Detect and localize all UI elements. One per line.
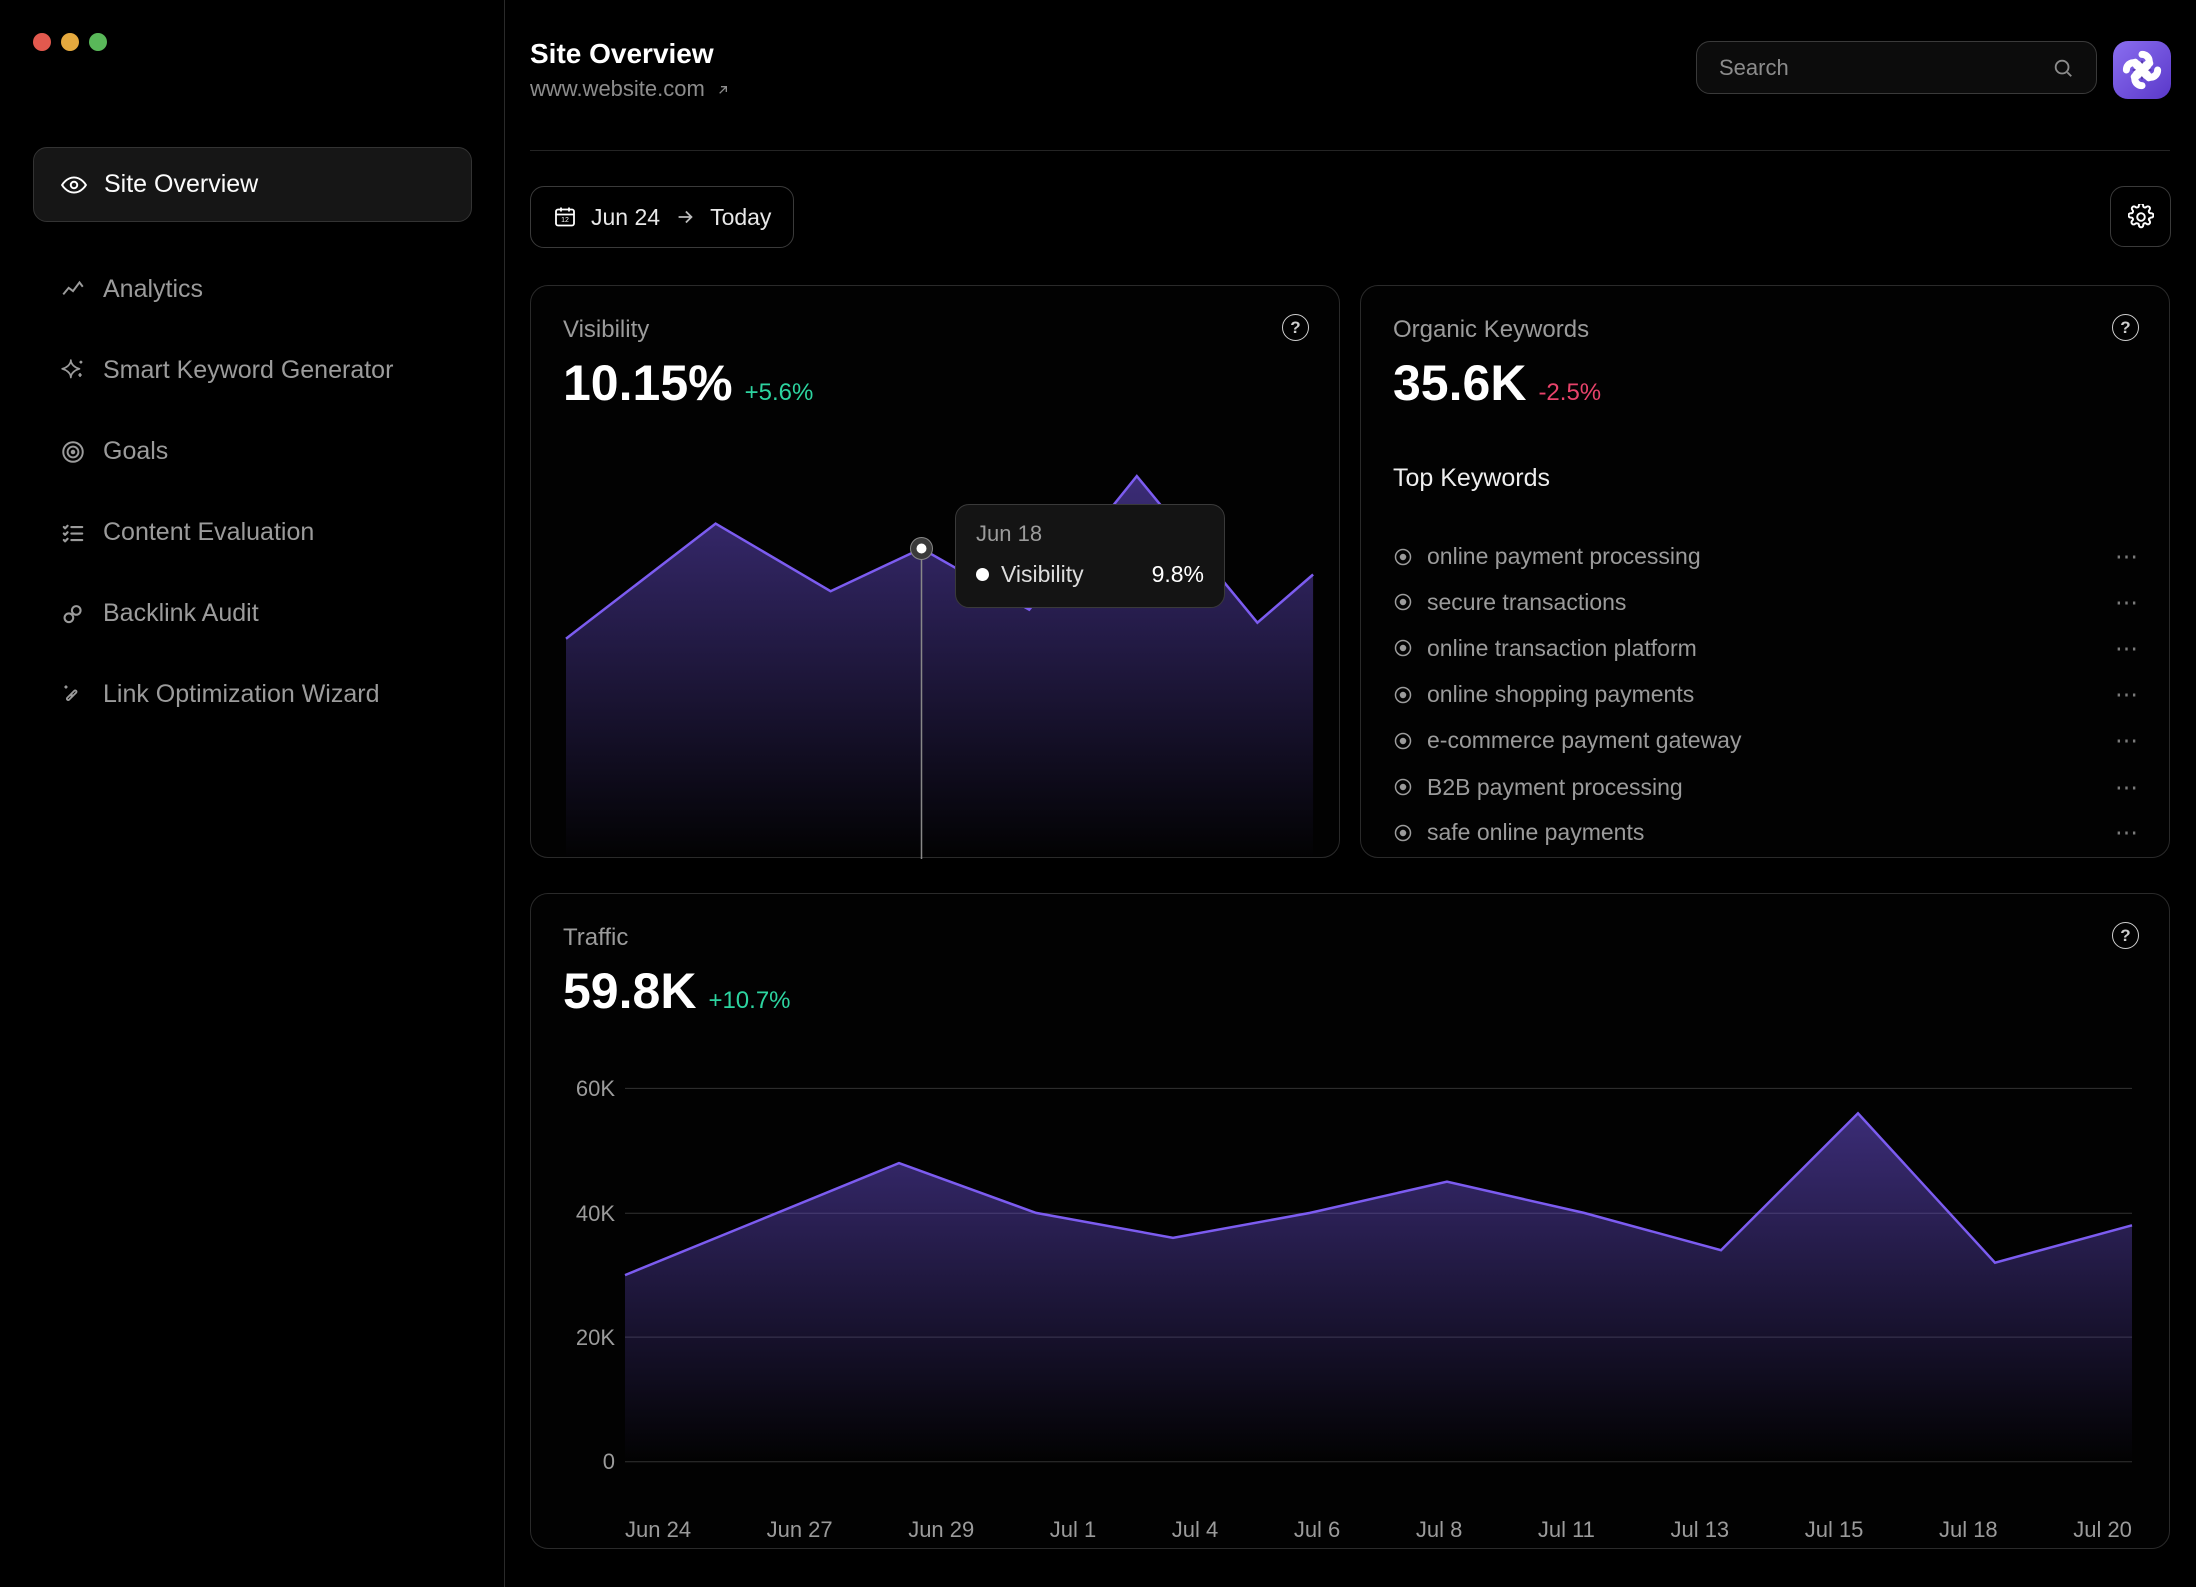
svg-text:20K: 20K — [576, 1325, 615, 1350]
svg-text:0: 0 — [603, 1449, 615, 1474]
svg-text:12: 12 — [561, 217, 569, 224]
svg-text:40K: 40K — [576, 1201, 615, 1226]
svg-text:60K: 60K — [576, 1076, 615, 1101]
